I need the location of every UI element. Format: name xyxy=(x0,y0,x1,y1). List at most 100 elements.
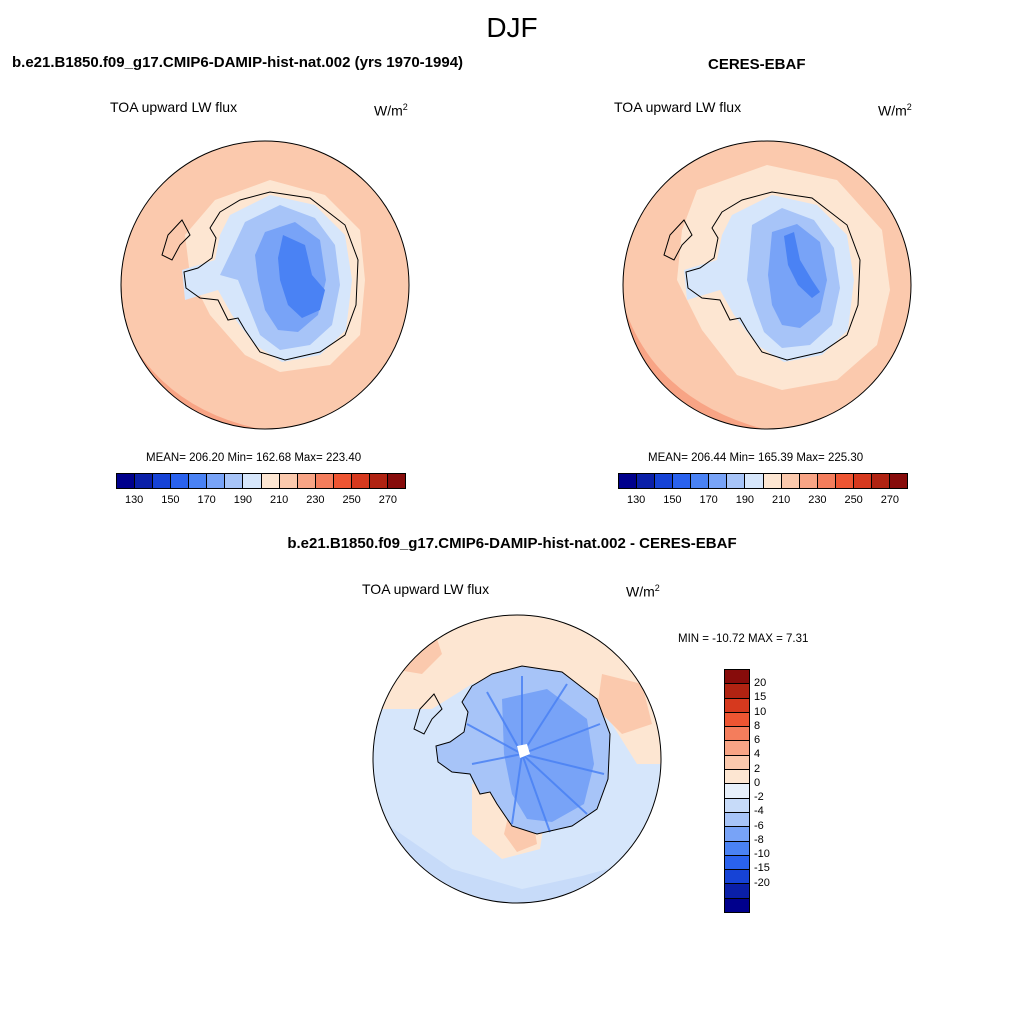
colorbar-swatch xyxy=(619,474,638,488)
colorbar-swatch xyxy=(871,474,890,488)
panel-2-polar-map xyxy=(622,140,912,430)
colorbar-swatch xyxy=(817,474,836,488)
colorbar-swatch xyxy=(189,474,208,488)
colorbar-swatch xyxy=(673,474,692,488)
colorbar-tick-label: 130 xyxy=(124,494,144,506)
colorbar-tick-label: 150 xyxy=(663,494,682,506)
colorbar-swatch xyxy=(725,684,749,699)
colorbar-swatch xyxy=(745,474,764,488)
colorbar-swatch xyxy=(153,474,172,488)
colorbar-swatch xyxy=(225,474,244,488)
plateau-core xyxy=(278,235,325,318)
colorbar-swatch xyxy=(691,474,710,488)
plateau-core xyxy=(784,232,820,298)
colorbar-tick-label: 6 xyxy=(754,734,761,747)
colorbar-tick-label: 8 xyxy=(754,719,761,732)
panel-1-polar-map xyxy=(120,140,410,430)
colorbar-swatch xyxy=(725,741,749,756)
pole-gap xyxy=(517,744,530,758)
colorbar-swatch xyxy=(725,870,749,885)
colorbar-swatch xyxy=(725,855,749,871)
antarctica-coastline xyxy=(183,191,359,361)
colorbar-swatch xyxy=(351,474,370,488)
colorbar-tick-label: 15 xyxy=(754,691,767,704)
colorbar-tick-label: 190 xyxy=(735,494,755,506)
colorbar-swatch xyxy=(207,474,226,488)
colorbar-swatch xyxy=(781,474,800,488)
colorbar-tick-label: 250 xyxy=(342,494,361,506)
ice-sheet-bias-strong xyxy=(502,689,594,822)
antarctic-peninsula-outline xyxy=(663,219,693,261)
panel-3-colorbar-ticks: 20 15 10 8 6 4 2 0 -2 -4 -6 -8 -10 -15 -20 xyxy=(754,669,794,911)
panel-3-stats: MIN = -10.72 MAX = 7.31 xyxy=(678,633,809,645)
colorbar-tick-label: 0 xyxy=(754,776,761,789)
colorbar-swatch xyxy=(725,698,749,713)
colorbar-swatch xyxy=(171,474,190,488)
colorbar-swatch xyxy=(297,474,316,488)
colorbar-swatch xyxy=(725,784,749,799)
positive-patch xyxy=(597,674,652,734)
colorbar-swatch xyxy=(725,755,749,771)
colorbar-tick-label: 230 xyxy=(808,494,827,506)
colorbar-tick-label: 190 xyxy=(233,494,253,506)
panel-1-units: W/m2 xyxy=(374,102,408,119)
colorbar-tick-label: 210 xyxy=(771,494,791,506)
antarctica-coastline xyxy=(435,665,611,835)
colorbar-swatch xyxy=(135,474,154,488)
colorbar-tick-label: -20 xyxy=(754,876,770,889)
colorbar-swatch xyxy=(333,474,352,488)
antarctic-peninsula-outline xyxy=(413,693,443,735)
panel-3-variable-label: TOA upward LW flux xyxy=(362,581,490,597)
colorbar-swatch xyxy=(727,474,746,488)
colorbar-swatch xyxy=(725,827,749,842)
map-border xyxy=(372,614,662,904)
colorbar-swatch xyxy=(763,474,782,488)
colorbar-swatch xyxy=(655,474,674,488)
colorbar-swatch xyxy=(261,474,280,488)
colorbar-swatch xyxy=(725,798,749,813)
panel-2-units: W/m2 xyxy=(878,102,912,119)
panel-1-stats: MEAN= 206.20 Min= 162.68 Max= 223.40 xyxy=(146,452,362,464)
radial-bias-streaks xyxy=(466,676,605,833)
colorbar-swatch xyxy=(725,841,749,856)
colorbar-tick-label: -2 xyxy=(754,791,764,804)
colorbar-swatch xyxy=(725,812,749,828)
colorbar-tick-label: 210 xyxy=(269,494,289,506)
colorbar-swatch xyxy=(315,474,334,488)
colorbar-swatch xyxy=(725,898,749,913)
antarctic-peninsula-outline xyxy=(161,219,191,261)
map-border xyxy=(622,140,912,430)
colorbar-tick-label: -6 xyxy=(754,819,764,832)
panel-3-units: W/m2 xyxy=(626,583,660,600)
colorbar-swatch xyxy=(725,727,749,742)
panel-3-polar-map xyxy=(372,614,662,904)
colorbar-tick-label: -4 xyxy=(754,805,764,818)
colorbar-swatch xyxy=(889,474,907,488)
colorbar-swatch xyxy=(725,670,749,685)
colorbar-swatch xyxy=(725,884,749,899)
colorbar-swatch xyxy=(279,474,298,488)
colorbar-tick-label: 270 xyxy=(378,494,398,506)
colorbar-tick-label: 270 xyxy=(880,494,900,506)
colorbar-swatch xyxy=(387,474,405,488)
colorbar-tick-label: 20 xyxy=(754,677,767,690)
panel-2-colorbar xyxy=(618,473,908,489)
colorbar-tick-label: -10 xyxy=(754,848,770,861)
colorbar-swatch xyxy=(637,474,656,488)
panel-1-variable-label: TOA upward LW flux xyxy=(110,99,238,115)
colorbar-tick-label: 170 xyxy=(699,494,718,506)
positive-region-north xyxy=(373,615,661,764)
colorbar-tick-label: 250 xyxy=(844,494,863,506)
colorbar-tick-label: 4 xyxy=(754,748,761,761)
colorbar-tick-label: 150 xyxy=(161,494,180,506)
colorbar-tick-label: 2 xyxy=(754,762,761,775)
panel-2-variable-label: TOA upward LW flux xyxy=(614,99,742,115)
colorbar-tick-label: 10 xyxy=(754,705,767,718)
panel-1-title: b.e21.B1850.f09_g17.CMIP6-DAMIP-hist-nat… xyxy=(12,54,464,71)
colorbar-swatch xyxy=(369,474,388,488)
colorbar-swatch xyxy=(835,474,854,488)
colorbar-tick-label: 130 xyxy=(626,494,646,506)
colorbar-tick-label: -15 xyxy=(754,862,770,875)
panel-2-stats: MEAN= 206.44 Min= 165.39 Max= 225.30 xyxy=(648,452,864,464)
panel-3-colorbar xyxy=(724,669,750,913)
